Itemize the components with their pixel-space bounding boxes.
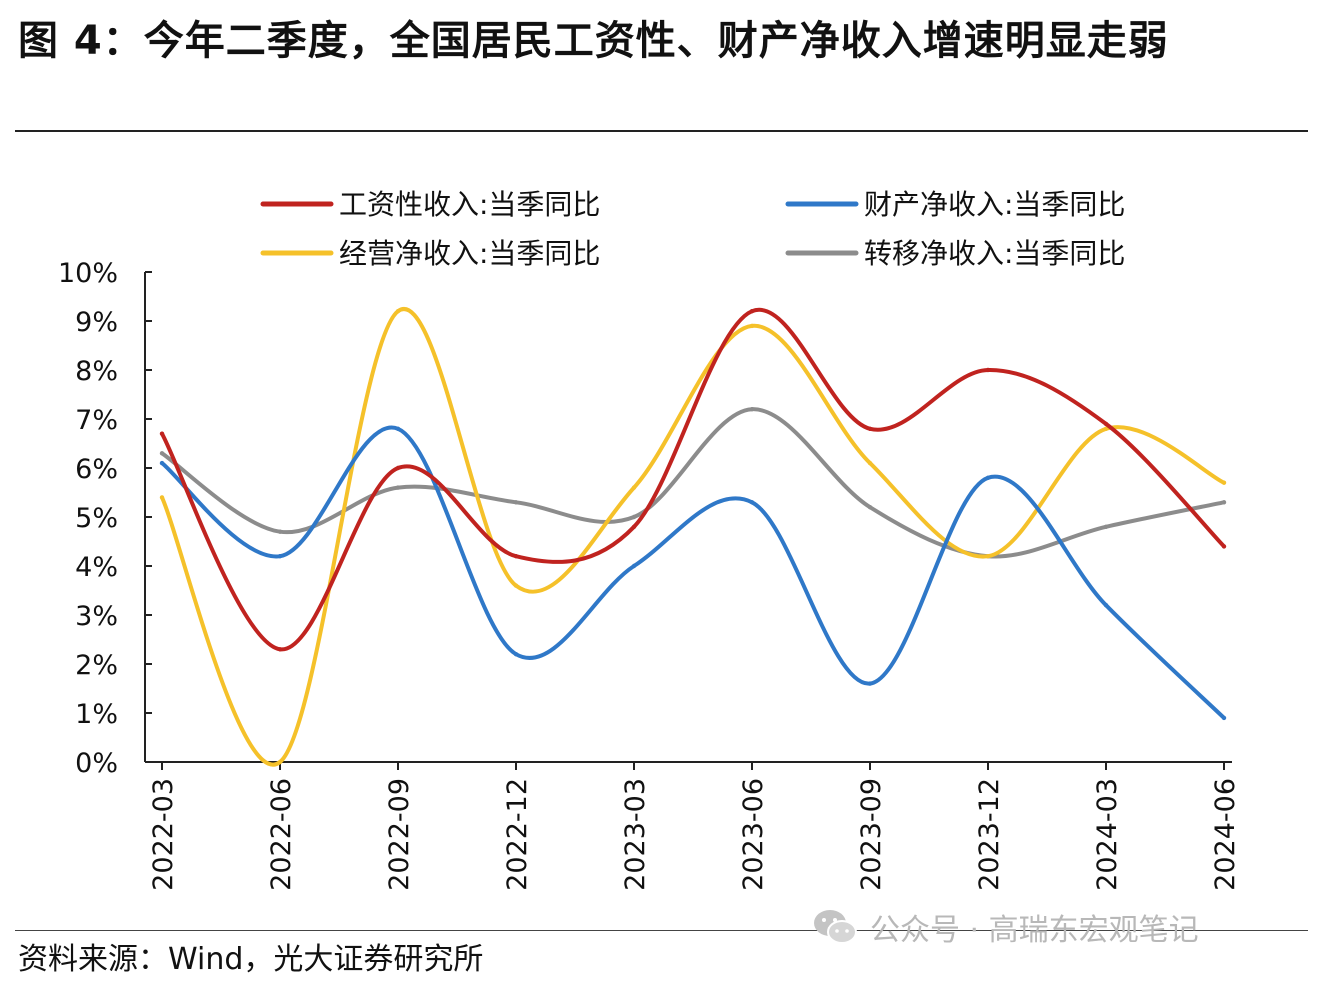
data-point: [631, 485, 637, 490]
data-point: [749, 500, 755, 505]
wechat-icon: [814, 910, 857, 944]
data-point: [159, 495, 165, 500]
data-point: [1221, 500, 1227, 505]
data-point: [395, 485, 401, 490]
data-point: [513, 652, 519, 657]
data-point: [867, 505, 873, 510]
legend-label: 转移净收入:当季同比: [864, 237, 1125, 270]
data-point: [1103, 603, 1109, 608]
data-point: [277, 529, 283, 534]
y-tick-label: 3%: [75, 601, 118, 632]
y-tick-label: 1%: [75, 699, 118, 730]
data-point: [395, 465, 401, 471]
data-point: [985, 367, 991, 373]
footer-divider: [15, 930, 1308, 931]
source-note: 资料来源：Wind，光大证券研究所: [18, 942, 484, 977]
x-tick-label: 2023-12: [974, 778, 1005, 891]
chart-series: [159, 306, 1227, 767]
data-point: [395, 309, 401, 314]
data-point: [631, 524, 637, 529]
legend-label: 工资性收入:当季同比: [339, 188, 600, 221]
title-divider: [15, 130, 1308, 132]
data-point: [867, 460, 873, 466]
chart-title: 图 4：今年二季度，全国居民工资性、财产净收入增速明显走弱: [18, 18, 1169, 64]
x-tick-label: 2023-06: [738, 778, 769, 891]
series-line: [160, 425, 1226, 720]
data-point: [513, 554, 519, 559]
data-point: [749, 323, 755, 329]
legend-label: 经营净收入:当季同比: [339, 237, 600, 270]
data-point: [1221, 715, 1227, 721]
y-tick-label: 0%: [75, 748, 118, 779]
data-point: [277, 647, 283, 652]
data-point: [395, 426, 401, 431]
watermark-text: 公众号 · 高瑞东宏观笔记: [870, 913, 1199, 948]
y-tick-label: 7%: [75, 405, 118, 436]
data-point: [1103, 524, 1109, 529]
data-point: [631, 514, 637, 520]
y-tick-label: 5%: [75, 503, 118, 534]
series-line: [160, 407, 1226, 559]
x-tick-label: 2024-03: [1092, 778, 1123, 891]
x-tick-label: 2022-12: [502, 778, 533, 891]
y-tick-label: 4%: [75, 552, 118, 583]
y-tick-label: 2%: [75, 650, 118, 681]
y-tick-label: 9%: [75, 307, 118, 338]
series-line: [160, 306, 1226, 767]
watermark: 公众号 · 高瑞东宏观笔记: [812, 904, 1199, 950]
data-point: [749, 309, 755, 314]
x-tick-label: 2022-03: [148, 778, 179, 891]
x-tick-label: 2023-09: [856, 778, 887, 891]
data-point: [159, 460, 165, 466]
data-point: [749, 407, 755, 412]
y-tick-label: 6%: [75, 454, 118, 485]
data-point: [513, 500, 519, 505]
y-tick-label: 8%: [75, 356, 118, 387]
x-tick-label: 2024-06: [1210, 778, 1241, 891]
data-point: [1221, 544, 1227, 549]
data-point: [1221, 480, 1227, 485]
data-point: [1103, 421, 1109, 427]
data-point: [513, 583, 519, 588]
data-point: [985, 475, 991, 480]
data-point: [277, 759, 283, 765]
data-point: [631, 563, 637, 569]
x-tick-label: 2022-06: [266, 778, 297, 891]
x-tick-label: 2023-03: [620, 778, 651, 891]
series-line: [160, 307, 1226, 652]
data-point: [867, 426, 873, 431]
data-point: [159, 431, 165, 436]
legend-label: 财产净收入:当季同比: [864, 188, 1125, 221]
data-point: [159, 451, 165, 456]
data-point: [1103, 426, 1109, 431]
data-point: [277, 554, 283, 559]
y-tick-label: 10%: [58, 258, 118, 289]
chart-axes: 0% 1% 2% 3% 4% 5% 6% 7% 8% 9% 10% 2022-03 2022-06 202…: [58, 258, 1241, 891]
data-point: [985, 554, 991, 559]
data-point: [867, 681, 873, 686]
x-tick-label: 2022-09: [384, 778, 415, 891]
